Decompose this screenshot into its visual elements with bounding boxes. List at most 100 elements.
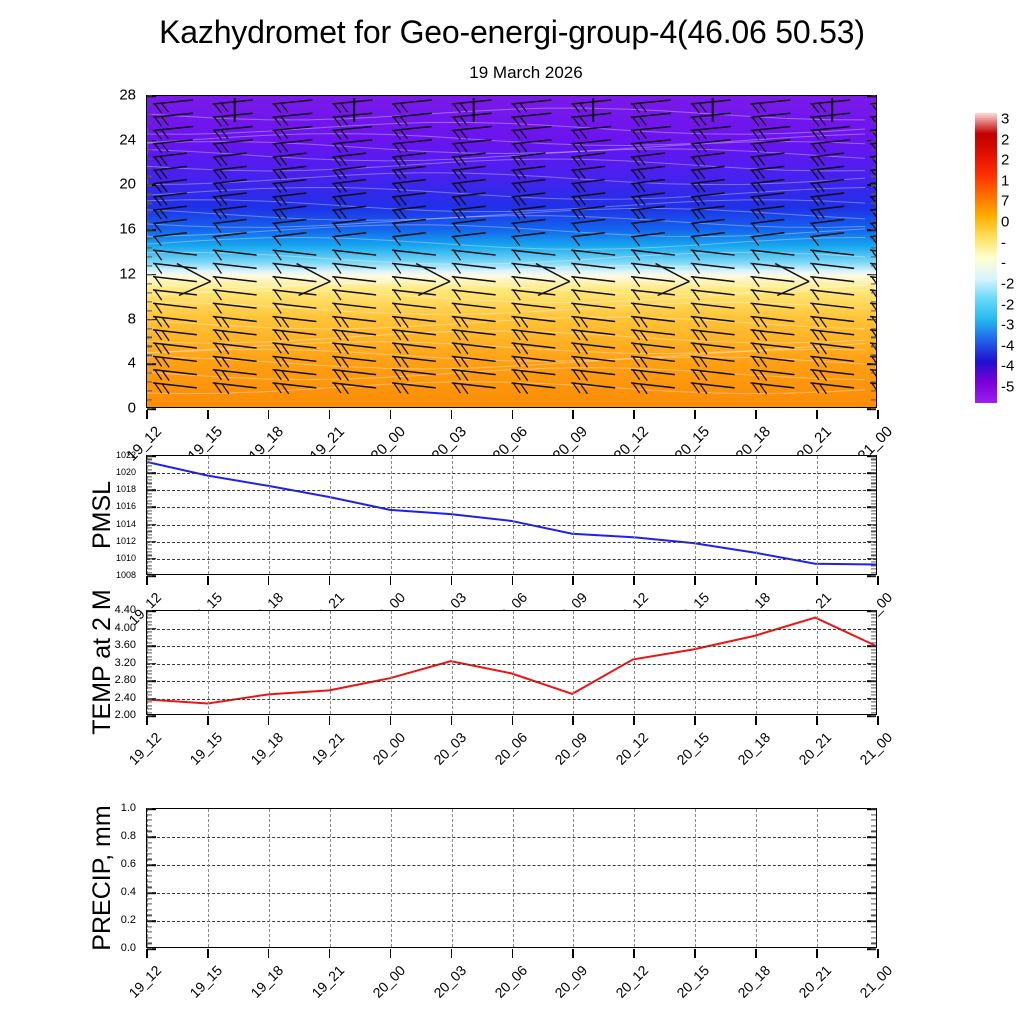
cross-section-y-axis: 0 4 8 12 16 20 24 28 (96, 87, 146, 417)
x-axis-tick-mark (877, 716, 879, 725)
y-axis-minor-tick (147, 655, 152, 658)
y-axis-minor-tick (871, 318, 876, 321)
y-axis-minor-tick (147, 292, 152, 294)
vertical-gridline (268, 611, 270, 714)
x-axis-tick-label: 19_21 (308, 729, 348, 768)
x-axis-tick-label: 20_03 (430, 962, 469, 1001)
y-axis-minor-tick (871, 455, 876, 457)
y-axis-minor-tick (147, 648, 152, 651)
cross-section-temperature-fill (147, 96, 876, 407)
y-axis-tick-label: 0.4 (120, 886, 136, 898)
y-axis-minor-tick (147, 510, 152, 512)
y-axis-tick-label: 1.0 (120, 802, 136, 814)
vertical-gridline (756, 456, 758, 574)
y-axis-minor-tick (871, 680, 876, 682)
y-axis-minor-tick (871, 847, 876, 849)
y-axis-minor-tick (871, 354, 876, 356)
x-axis-tick-mark (694, 949, 696, 958)
y-axis-minor-tick (871, 881, 876, 883)
y-axis-minor-tick (871, 520, 876, 522)
wind-barbs-overlay (147, 97, 876, 395)
y-axis-minor-tick (871, 499, 876, 502)
vertical-gridline (573, 809, 575, 947)
y-axis-minor-tick (147, 166, 152, 169)
y-axis-minor-tick (147, 283, 152, 285)
x-axis-tick-label: 20_18 (734, 729, 774, 768)
colorbar-tick-label: -2 (1001, 275, 1015, 293)
y-axis-tick-label: 4 (127, 354, 136, 372)
y-axis-minor-tick (147, 354, 152, 356)
vertical-gridline (634, 611, 636, 714)
horizontal-gridline (147, 524, 876, 526)
y-axis-minor-tick (871, 472, 876, 474)
vertical-gridline (329, 809, 331, 947)
x-axis-tick-label: 19_12 (125, 729, 165, 768)
y-axis-minor-tick (147, 814, 152, 816)
vertical-gridline (817, 456, 819, 574)
y-axis-minor-tick (147, 381, 152, 383)
y-axis-minor-tick (871, 687, 876, 689)
y-axis-minor-tick (147, 708, 152, 710)
x-axis-tick-label: 19_15 (186, 729, 226, 768)
y-axis-minor-tick (147, 158, 152, 160)
y-axis-minor-tick (871, 659, 876, 661)
y-axis-minor-tick (871, 648, 876, 651)
x-axis-tick-label: 20_09 (551, 962, 591, 1001)
y-axis-minor-tick (147, 858, 152, 860)
y-axis-minor-tick (871, 620, 876, 623)
y-axis-minor-tick (871, 131, 876, 133)
pmsl-x-axis: 19_12 19_15 19_18 19_21 20_00 20_03 20_06 20_09… (125, 576, 895, 636)
x-axis-tick-label: 20_12 (612, 729, 652, 768)
y-axis-minor-tick (871, 666, 876, 668)
y-axis-minor-tick (147, 819, 152, 821)
x-axis-tick-label: 20_03 (430, 729, 469, 768)
y-axis-minor-tick (147, 274, 152, 276)
vertical-gridline (512, 611, 514, 714)
x-axis-tick-mark (877, 410, 879, 419)
y-axis-minor-tick (147, 551, 152, 553)
y-axis-minor-tick (871, 381, 876, 383)
y-axis-minor-tick (147, 571, 152, 574)
y-axis-minor-tick (871, 479, 876, 481)
y-axis-minor-tick (871, 486, 876, 488)
y-axis-minor-tick (147, 875, 152, 877)
vertical-gridline (451, 456, 453, 574)
y-axis-minor-tick (147, 886, 152, 888)
y-axis-minor-tick (871, 465, 876, 467)
y-axis-minor-tick (871, 634, 876, 637)
y-axis-minor-tick (147, 469, 152, 471)
y-axis-minor-tick (147, 513, 152, 515)
page-title: Kazhydromet for Geo-energi-group-4(46.06… (159, 14, 865, 50)
vertical-gridline (817, 611, 819, 714)
x-axis-tick-mark (206, 576, 209, 585)
x-axis-tick-mark (694, 716, 696, 725)
y-axis-minor-tick (147, 652, 152, 654)
y-axis-tick-label: 1022 (115, 450, 136, 460)
y-axis-minor-tick (147, 408, 152, 410)
y-axis-minor-tick (871, 617, 876, 619)
colorbar-tick-label: 2 (1001, 131, 1010, 149)
y-axis-minor-tick (871, 830, 876, 832)
y-axis-minor-tick (147, 631, 152, 633)
y-axis-minor-tick (147, 715, 152, 717)
y-axis-minor-tick (871, 937, 876, 939)
y-axis-minor-tick (147, 247, 152, 249)
colorbar-tick-label: -4 (1001, 357, 1015, 375)
y-axis-minor-tick (871, 909, 876, 911)
y-axis-minor-tick (147, 694, 152, 696)
y-axis-minor-tick (871, 510, 876, 512)
y-axis-minor-tick (147, 808, 152, 810)
y-axis-minor-tick (147, 122, 152, 124)
y-axis-minor-tick (871, 571, 876, 574)
vertical-gridline (695, 611, 697, 714)
colorbar-tick-label: -4 (1001, 337, 1015, 355)
x-axis-tick-mark (755, 716, 757, 725)
y-axis-minor-tick (147, 909, 152, 911)
vertical-gridline (634, 456, 636, 574)
y-axis-minor-tick (871, 229, 876, 231)
colorbar-tick-label: 7 (1001, 192, 1010, 210)
y-axis-minor-tick (871, 489, 876, 491)
y-axis-minor-tick (147, 523, 152, 526)
y-axis-minor-tick (147, 659, 152, 661)
y-axis-tick-label: 0.0 (120, 942, 136, 954)
